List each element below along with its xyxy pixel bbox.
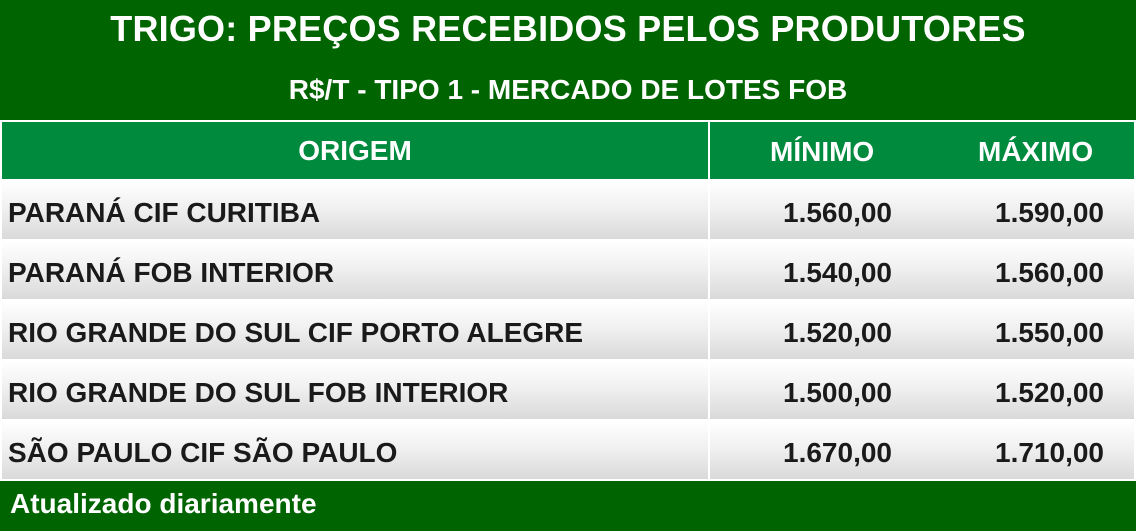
- cell-origem: PARANÁ CIF CURITIBA: [8, 197, 321, 228]
- cell-minimo: 1.540,00: [783, 257, 892, 288]
- column-header-maximo: MÁXIMO: [978, 136, 1094, 167]
- table-row: RIO GRANDE DO SUL CIF PORTO ALEGRE 1.520…: [2, 301, 1134, 359]
- cell-minimo: 1.560,00: [783, 197, 892, 228]
- table-subtitle: R$/T - TIPO 1 - MERCADO DE LOTES FOB: [288, 74, 848, 105]
- table-row: SÃO PAULO CIF SÃO PAULO 1.670,00 1.710,0…: [2, 421, 1134, 479]
- column-header-minimo: MÍNIMO: [770, 136, 875, 167]
- cell-origem: RIO GRANDE DO SUL FOB INTERIOR: [8, 377, 509, 408]
- cell-minimo: 1.670,00: [783, 437, 892, 468]
- vertical-separator: [708, 122, 710, 481]
- column-header-values: MÍNIMO MÁXIMO: [710, 122, 1134, 179]
- footer-bar: Atualizado diariamente: [0, 481, 1136, 531]
- column-header-origem: ORIGEM: [2, 122, 708, 179]
- title-block: TRIGO: PREÇOS RECEBIDOS PELOS PRODUTORES…: [0, 0, 1136, 120]
- table-title: TRIGO: PREÇOS RECEBIDOS PELOS PRODUTORES: [110, 8, 1026, 49]
- cell-origem: RIO GRANDE DO SUL CIF PORTO ALEGRE: [8, 317, 584, 348]
- cell-origem: SÃO PAULO CIF SÃO PAULO: [8, 437, 398, 468]
- cell-maximo: 1.550,00: [995, 317, 1104, 348]
- cell-maximo: 1.710,00: [995, 437, 1104, 468]
- cell-minimo: 1.500,00: [783, 377, 892, 408]
- table-row: PARANÁ CIF CURITIBA 1.560,00 1.590,00: [2, 181, 1134, 239]
- cell-origem: PARANÁ FOB INTERIOR: [8, 257, 335, 288]
- cell-maximo: 1.560,00: [995, 257, 1104, 288]
- update-note: Atualizado diariamente: [10, 488, 317, 519]
- table-row: PARANÁ FOB INTERIOR 1.540,00 1.560,00: [2, 241, 1134, 299]
- cell-minimo: 1.520,00: [783, 317, 892, 348]
- cell-maximo: 1.590,00: [995, 197, 1104, 228]
- table-row: RIO GRANDE DO SUL FOB INTERIOR 1.500,00 …: [2, 361, 1134, 419]
- cell-maximo: 1.520,00: [995, 377, 1104, 408]
